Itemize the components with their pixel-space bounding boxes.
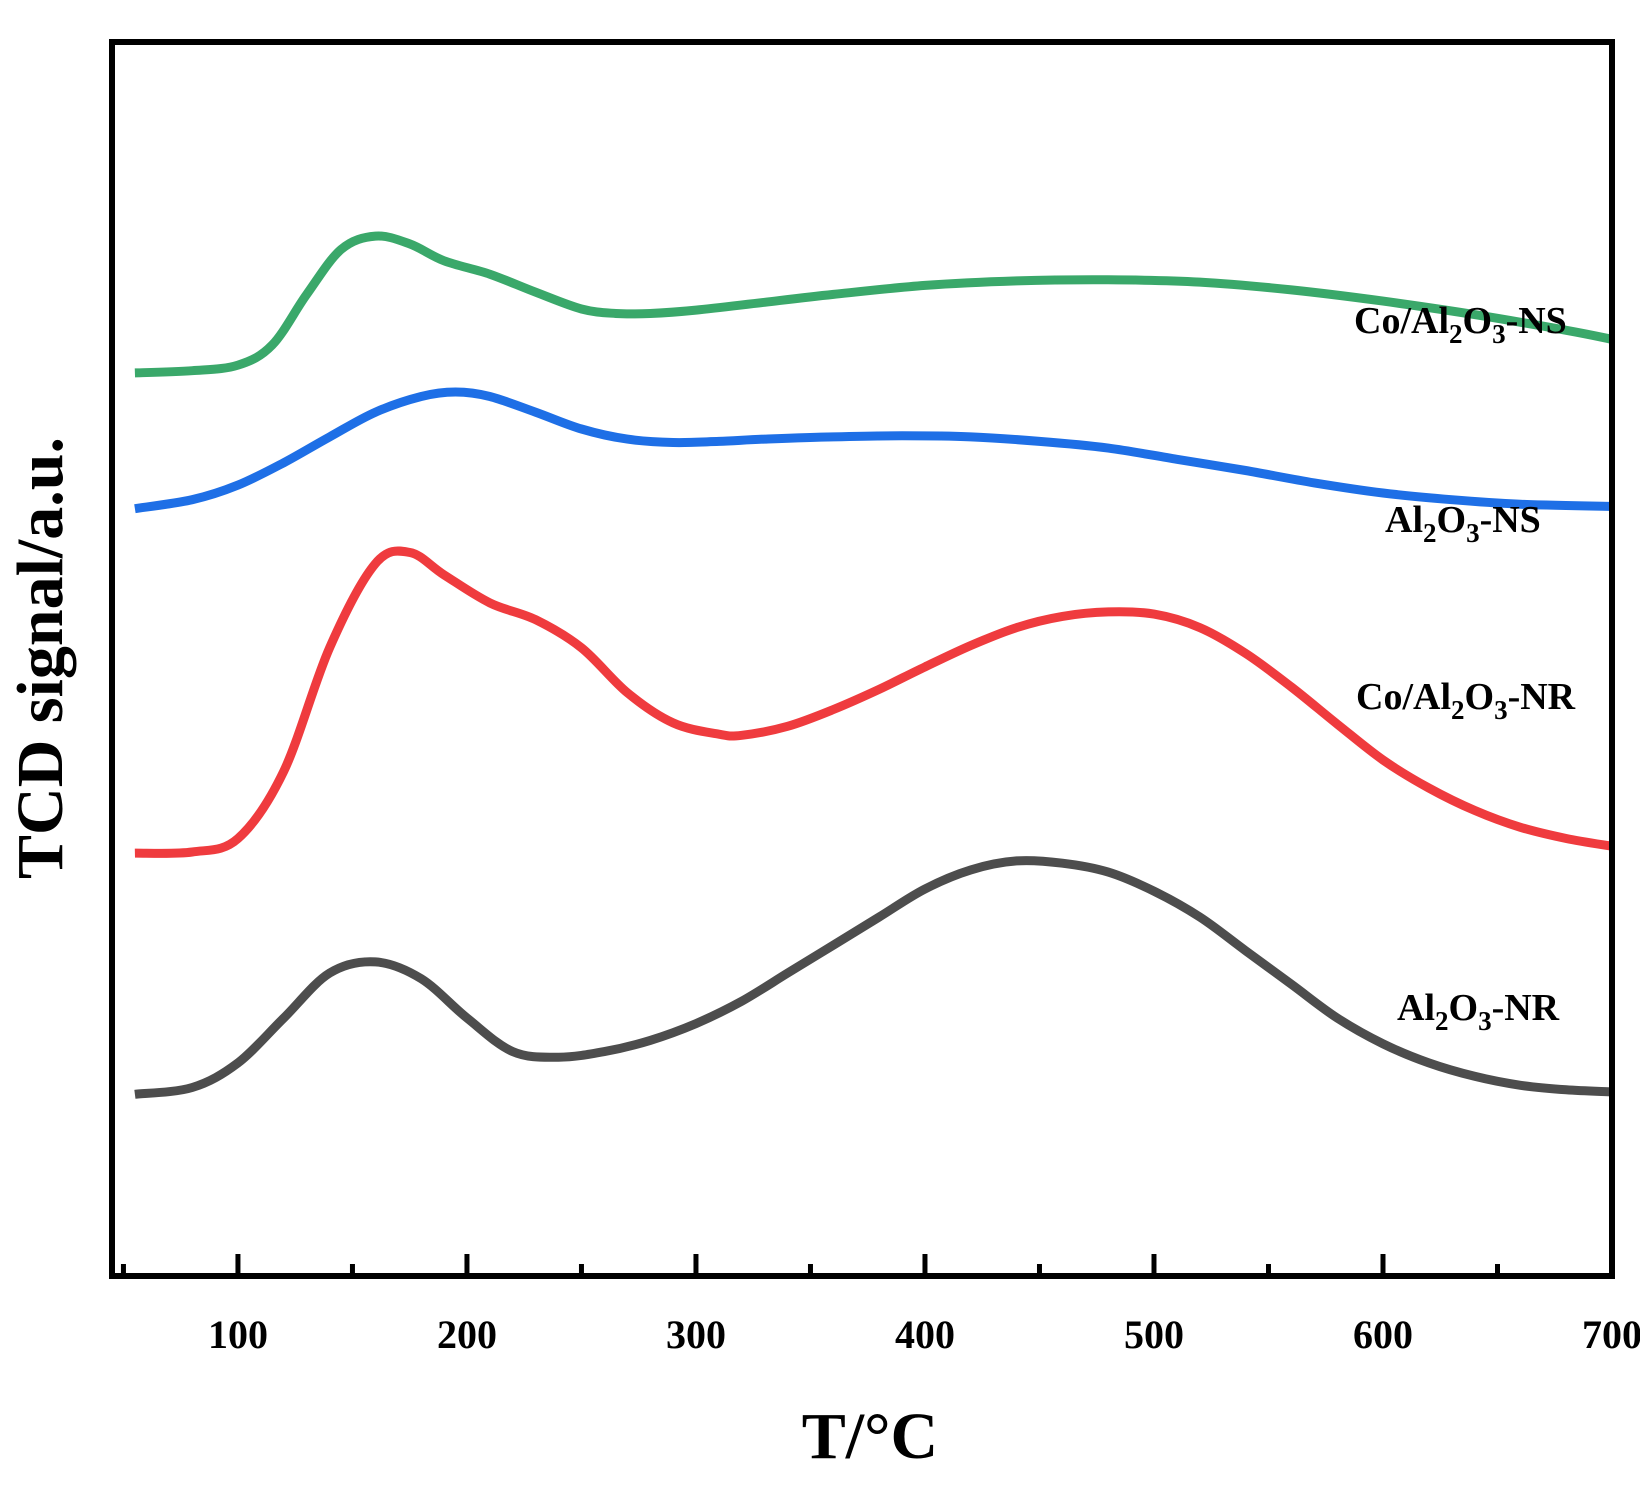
x-tick-label: 300 [666, 1312, 726, 1357]
y-axis-title: TCD signal/a.u. [4, 437, 77, 879]
x-axis-title: T/°C [802, 1400, 938, 1473]
x-tick-label: 400 [895, 1312, 955, 1357]
x-tick-label: 700 [1582, 1312, 1640, 1357]
x-tick-label: 600 [1353, 1312, 1413, 1357]
plot-frame [109, 39, 1615, 1279]
series-line-al2o3_ns [134, 387, 1613, 514]
axes: 100 200 300 400 500 600 700 [109, 39, 1640, 1357]
plot-area [134, 231, 1613, 1099]
series-line-al2o3_nr [134, 856, 1613, 1099]
x-tick-label: 100 [208, 1312, 268, 1357]
series-label-al2o3_nr: Al2O3-NR [1397, 987, 1560, 1036]
series-label-co_al2o3_ns: Co/Al2O3-NS [1354, 300, 1567, 349]
series-label-co_al2o3_nr: Co/Al2O3-NR [1356, 676, 1576, 725]
x-tick-label: 200 [437, 1312, 497, 1357]
series-line-co_al2o3_nr [134, 546, 1613, 858]
series-labels: Al2O3-NR Co/Al2O3-NR Al2O3-NS Co/Al2O3-NS [1354, 300, 1576, 1036]
x-tick-label: 500 [1124, 1312, 1184, 1357]
series-label-al2o3_ns: Al2O3-NS [1385, 499, 1541, 548]
series-line-co_al2o3_ns [134, 231, 1613, 378]
